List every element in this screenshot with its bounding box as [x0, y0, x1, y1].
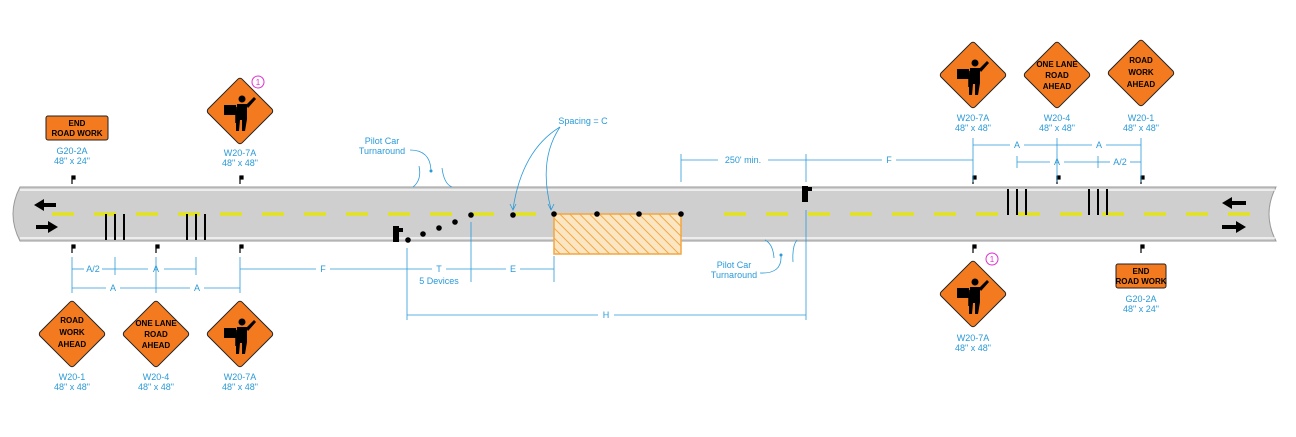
sign-one-lane-bottom: ONE LANE ROAD AHEAD W20-4 48" x 48" [122, 300, 190, 392]
svg-text:ROAD WORK: ROAD WORK [1115, 277, 1166, 286]
svg-text:ONE LANE: ONE LANE [135, 319, 177, 328]
svg-text:AHEAD: AHEAD [1043, 82, 1072, 91]
svg-text:Pilot Car: Pilot Car [717, 260, 752, 270]
sign-one-lane-top: ONE LANE ROAD AHEAD W20-4 48" x 48" [1023, 41, 1091, 133]
sign-road-work-bottom: ROAD WORK AHEAD W20-1 48" x 48" [38, 300, 106, 392]
svg-text:48" x 48": 48" x 48" [222, 382, 258, 392]
pilot-car-turnaround-bottom: Pilot Car Turnaround [711, 239, 798, 280]
svg-text:250' min.: 250' min. [725, 155, 761, 165]
svg-text:WORK: WORK [59, 328, 85, 337]
svg-text:W20-4: W20-4 [143, 372, 170, 382]
note-marker: 1 [256, 78, 261, 87]
svg-text:W20-7A: W20-7A [224, 372, 257, 382]
spacing-callout: Spacing = C [509, 116, 608, 211]
svg-text:ROAD: ROAD [144, 330, 168, 339]
svg-text:48" x 48": 48" x 48" [1123, 123, 1159, 133]
svg-text:W20-1: W20-1 [1128, 113, 1155, 123]
work-area [553, 213, 682, 255]
flagger-station [802, 186, 812, 202]
sign-end-road-work-bottom: END ROAD WORK G20-2A 48" x 24" [1115, 263, 1167, 314]
svg-text:5 Devices: 5 Devices [419, 276, 459, 286]
svg-text:E: E [510, 264, 516, 274]
svg-text:A: A [194, 283, 200, 293]
dimension-lines [71, 138, 1142, 320]
sign-posts [71, 175, 1145, 253]
svg-text:48" x 48": 48" x 48" [955, 123, 991, 133]
svg-text:W20-7A: W20-7A [957, 113, 990, 123]
sign-end-road-work-top: END ROAD WORK G20-2A 48" x 24" [45, 115, 109, 166]
svg-text:ONE LANE: ONE LANE [1036, 60, 1078, 69]
arrow-left-icon [34, 199, 56, 211]
arrow-right-icon [1222, 221, 1246, 233]
svg-text:48" x 48": 48" x 48" [138, 382, 174, 392]
arrow-right-icon [36, 221, 58, 233]
svg-text:48" x 48": 48" x 48" [222, 158, 258, 168]
svg-text:Spacing = C: Spacing = C [558, 116, 608, 126]
arrow-left-icon [1222, 197, 1246, 209]
svg-text:W20-1: W20-1 [59, 372, 86, 382]
svg-text:Turnaround: Turnaround [711, 270, 757, 280]
svg-text:ROAD: ROAD [1045, 71, 1069, 80]
svg-text:W20-7A: W20-7A [957, 333, 990, 343]
svg-text:F: F [320, 264, 326, 274]
sign-flagger-bottom-left: W20-7A 48" x 48" [206, 300, 274, 392]
rumble-strips [105, 189, 1108, 240]
svg-text:48" x 48": 48" x 48" [54, 382, 90, 392]
sign-flagger-top-left: 1 W20-7A 48" x 48" [206, 75, 274, 168]
svg-text:END: END [1133, 267, 1150, 276]
flagger-station [393, 226, 403, 242]
svg-text:T: T [436, 264, 442, 274]
svg-text:48" x 48": 48" x 48" [1039, 123, 1075, 133]
svg-text:A: A [153, 264, 159, 274]
sign-flagger-top-right: W20-7A 48" x 48" [939, 41, 1007, 133]
svg-text:A/2: A/2 [86, 264, 100, 274]
pilot-car-turnaround-top: Pilot Car Turnaround [359, 136, 453, 188]
sign-road-work-top: ROAD WORK AHEAD W20-1 48" x 48" [1107, 39, 1175, 133]
svg-text:AHEAD: AHEAD [142, 341, 171, 350]
svg-text:A: A [110, 283, 116, 293]
svg-text:AHEAD: AHEAD [58, 340, 87, 349]
svg-text:ROAD WORK: ROAD WORK [51, 129, 102, 138]
svg-text:Turnaround: Turnaround [359, 146, 405, 156]
svg-text:ROAD: ROAD [60, 316, 84, 325]
svg-text:H: H [603, 310, 610, 320]
svg-text:W20-4: W20-4 [1044, 113, 1071, 123]
svg-text:48" x 24": 48" x 24" [54, 156, 90, 166]
svg-text:48" x 48": 48" x 48" [955, 343, 991, 353]
svg-text:F: F [886, 155, 892, 165]
sign-flagger-bottom-right: 1 W20-7A 48" x 48" [939, 252, 1007, 353]
svg-text:A: A [1054, 157, 1060, 167]
svg-text:AHEAD: AHEAD [1127, 80, 1156, 89]
svg-text:A: A [1096, 140, 1102, 150]
channelizing-devices [405, 211, 684, 243]
svg-text:W20-7A: W20-7A [224, 148, 257, 158]
note-marker: 1 [990, 255, 995, 264]
svg-text:48" x 24": 48" x 24" [1123, 304, 1159, 314]
svg-text:G20-2A: G20-2A [56, 146, 87, 156]
svg-text:G20-2A: G20-2A [1125, 294, 1156, 304]
svg-text:A: A [1014, 140, 1020, 150]
svg-text:Pilot Car: Pilot Car [365, 136, 400, 146]
svg-text:ROAD: ROAD [1129, 56, 1153, 65]
svg-text:WORK: WORK [1128, 68, 1154, 77]
svg-text:END: END [69, 119, 86, 128]
svg-text:A/2: A/2 [1113, 157, 1127, 167]
